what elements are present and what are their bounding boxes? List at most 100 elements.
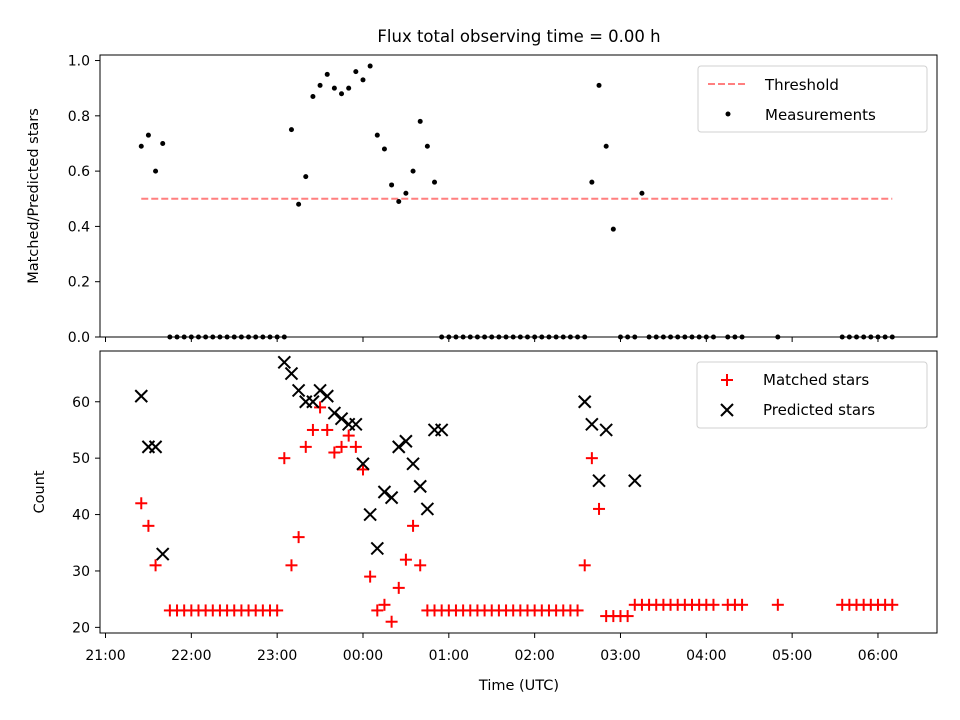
matched-star-point xyxy=(335,440,348,453)
measurement-point xyxy=(389,182,395,188)
top-y-axis-label: Matched/Predicted stars xyxy=(26,108,42,284)
x-tick-label: 23:00 xyxy=(257,648,297,664)
top-y-tick-label: 1.0 xyxy=(68,54,90,70)
predicted-star-point xyxy=(585,417,599,432)
matched-star-point xyxy=(571,604,584,617)
predicted-legend-marker xyxy=(720,403,734,417)
measurement-point xyxy=(610,226,616,232)
matched-star-point xyxy=(149,559,162,572)
predicted-star-point xyxy=(306,395,320,409)
measurement-point xyxy=(432,179,438,185)
measurement-point xyxy=(396,199,402,205)
x-tick-label: 01:00 xyxy=(429,648,469,664)
x-tick-label: 22:00 xyxy=(171,648,211,664)
bottom-x-ticks: 21:00 22:00 23:00 00:00 01:00 02:00 03:00 04:00… xyxy=(85,633,898,664)
measurements-legend-marker xyxy=(725,111,731,117)
matched-star-point xyxy=(707,598,720,611)
matched-star-point xyxy=(306,423,319,436)
predicted-star-point xyxy=(377,485,392,499)
predicted-star-point xyxy=(313,383,327,398)
predicted-star-point xyxy=(277,355,292,369)
top-legend-box xyxy=(697,65,928,133)
matched-star-point xyxy=(278,452,291,465)
top-panel: 0.0 0.2 0.4 0.6 0.8 1.0 Matched/Predicted sta… xyxy=(26,54,938,346)
top-y-ticks: 0.0 0.2 0.4 0.6 0.8 1.0 xyxy=(68,54,100,346)
bottom-panel: 20 30 40 50 60 21:00 22:00 23:00 00:00 01:00 02:0… xyxy=(32,350,938,694)
predicted-star-point xyxy=(592,474,606,488)
matched-star-point xyxy=(585,452,598,465)
threshold-legend-label: Threshold xyxy=(764,76,839,94)
predicted-star-point xyxy=(384,490,399,505)
matched-star-point xyxy=(342,429,355,442)
measurement-point xyxy=(424,143,430,149)
predicted-star-point xyxy=(434,423,449,437)
measurement-point xyxy=(603,143,609,149)
measurement-point xyxy=(417,118,423,124)
matched-star-point xyxy=(378,598,391,611)
bottom-y-tick-label: 40 xyxy=(72,508,90,524)
bottom-y-tick-label: 50 xyxy=(72,451,90,467)
measurement-point xyxy=(589,179,595,185)
predicted-star-point xyxy=(406,457,420,471)
predicted-star-point xyxy=(599,423,613,437)
predicted-star-point xyxy=(420,502,435,516)
top-y-tick-label: 0.6 xyxy=(68,164,90,180)
predicted-star-point xyxy=(349,417,363,432)
x-tick-label: 02:00 xyxy=(514,648,554,664)
matched-star-point xyxy=(771,598,784,611)
predicted-star-point xyxy=(413,479,427,494)
predicted-star-point xyxy=(148,440,163,454)
matched-star-point xyxy=(886,598,899,611)
matched-star-point xyxy=(593,502,606,515)
x-tick-label: 05:00 xyxy=(772,648,812,664)
top-y-tick-label: 0.2 xyxy=(68,275,90,291)
predicted-star-point xyxy=(363,507,377,522)
top-y-tick-label: 0.0 xyxy=(68,330,90,346)
figure-title: Flux total observing time = 0.00 h xyxy=(377,27,660,46)
matched-star-point xyxy=(392,581,405,594)
measurement-point xyxy=(288,127,294,133)
measurement-point xyxy=(403,190,409,196)
predicted-star-point xyxy=(291,383,306,398)
top-axes-frame xyxy=(99,54,938,338)
matched-star-point xyxy=(414,559,427,572)
measurement-point xyxy=(360,77,366,83)
measurement-point xyxy=(310,93,316,99)
matched-star-point xyxy=(736,598,749,611)
x-tick-label: 06:00 xyxy=(858,648,898,664)
matched-star-point xyxy=(292,531,305,544)
measurement-point xyxy=(153,168,159,174)
matched-star-point xyxy=(328,446,341,459)
predicted-star-point xyxy=(334,411,349,426)
predicted-star-point xyxy=(284,366,299,381)
measurement-point xyxy=(324,71,330,77)
matched-star-point xyxy=(578,559,591,572)
measurement-point xyxy=(296,201,302,207)
x-tick-label: 04:00 xyxy=(686,648,726,664)
top-legend: Threshold Measurements xyxy=(697,65,928,133)
predicted-star-point xyxy=(392,440,406,454)
bottom-y-axis-label: Count xyxy=(32,470,48,513)
measurement-point xyxy=(596,82,602,88)
x-tick-label: 21:00 xyxy=(85,648,125,664)
predicted-star-point xyxy=(327,406,342,420)
measurement-point xyxy=(353,69,359,75)
predicted-star-point xyxy=(320,389,334,403)
measurement-point xyxy=(346,85,352,91)
matched-star-point xyxy=(621,610,634,623)
matched-star-point xyxy=(285,559,298,572)
measurement-point xyxy=(374,132,380,138)
matched-star-point xyxy=(135,497,148,510)
top-y-tick-label: 0.4 xyxy=(68,219,90,235)
bottom-plot-marks xyxy=(134,355,899,628)
matched-star-point xyxy=(314,401,327,414)
measurement-point xyxy=(339,91,345,97)
bottom-legend: Matched stars Predicted stars xyxy=(696,361,928,429)
matched-star-point xyxy=(407,519,420,532)
measurement-point xyxy=(331,85,337,91)
matched-star-point xyxy=(321,423,334,436)
matched-star-point xyxy=(299,440,312,453)
bottom-axes-frame xyxy=(99,350,938,634)
measurement-point xyxy=(317,82,323,88)
matched-star-point xyxy=(349,440,362,453)
